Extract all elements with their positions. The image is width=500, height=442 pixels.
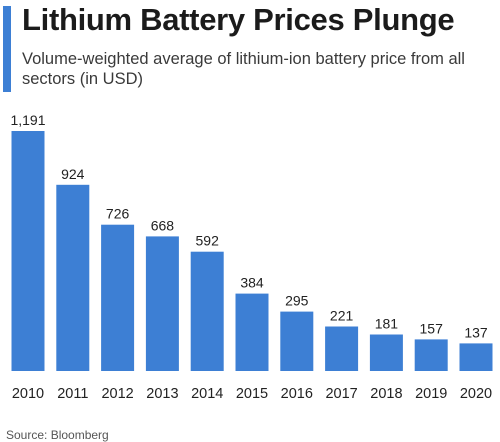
x-tick-label-2017: 2017 [325,386,357,402]
bar-2010 [11,131,45,371]
bar-2014 [190,251,224,371]
x-tick-label-2016: 2016 [281,386,313,402]
x-tick-label-2015: 2015 [236,386,268,402]
value-label-2013: 668 [151,217,175,233]
bar-2015 [235,293,269,371]
x-tick-label-2012: 2012 [101,386,133,402]
bar-2020 [459,343,493,371]
x-tick-label-2014: 2014 [191,386,223,402]
value-label-2015: 384 [240,275,264,291]
value-label-2012: 726 [106,206,130,222]
chart-title: Lithium Battery Prices Plunge [22,2,455,37]
chart-subtitle: Volume-weighted average of lithium-ion b… [22,50,465,88]
bar-2016 [280,311,314,371]
value-label-2011: 924 [61,166,85,182]
value-label-2018: 181 [375,316,399,332]
title-accent-bar [3,6,11,92]
value-label-2010: 1,191 [10,112,45,128]
value-label-2020: 137 [464,324,488,340]
value-label-2019: 157 [420,320,444,336]
value-label-2016: 295 [285,293,309,309]
bar-2013 [145,236,179,371]
source-note: Source: Bloomberg [6,428,109,442]
bar-2012 [101,224,135,371]
x-tick-label-2018: 2018 [370,386,402,402]
bar-2017 [325,326,359,371]
x-tick-label-2020: 2020 [460,386,492,402]
bar-2011 [56,184,90,371]
bar-2019 [414,339,448,371]
x-tick-label-2010: 2010 [12,386,44,402]
x-tick-label-2011: 2011 [57,386,88,402]
bar-2018 [369,334,403,371]
x-tick-label-2019: 2019 [415,386,447,402]
value-label-2014: 592 [196,233,220,249]
value-label-2017: 221 [330,308,354,324]
x-tick-label-2013: 2013 [146,386,178,402]
